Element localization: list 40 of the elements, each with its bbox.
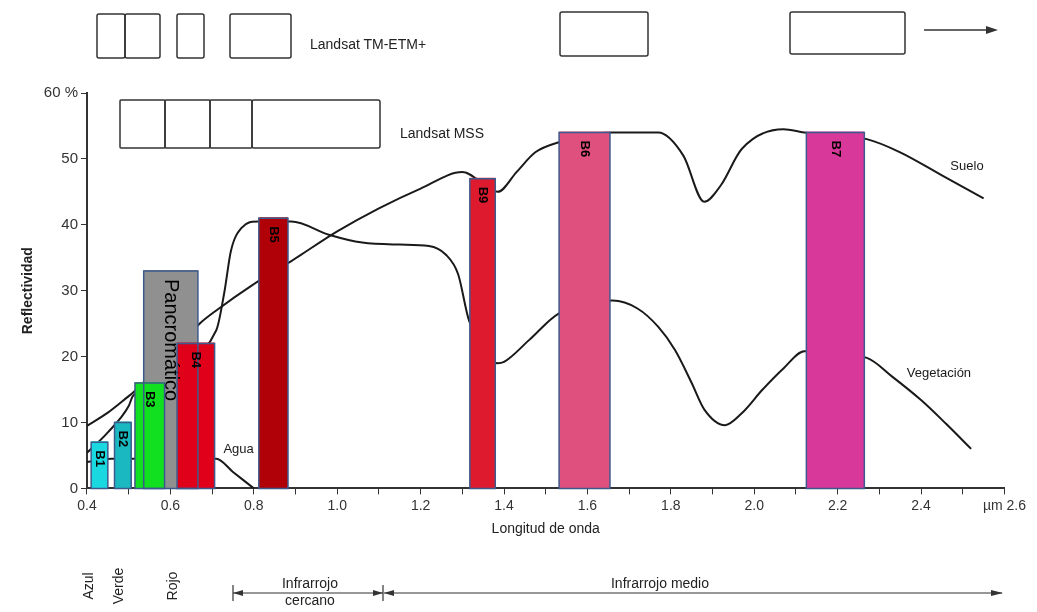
x-tick-label: 1.0 [327,496,348,513]
series-label: B7 [828,140,844,158]
series-label: Suelo [950,157,984,173]
x-tick-label: 0.6 [160,496,181,513]
y-axis-title: Reflectividad [19,247,36,335]
series-label: B4 [189,351,205,369]
y-tick-label: 20 [61,346,78,364]
y-tick-label: 0 [69,478,78,496]
text: Infrarrojo medio [610,575,710,592]
series-label: Pancromático [161,278,184,402]
x-tick-label: 1.6 [577,496,598,513]
series-label: B2 [116,430,132,448]
series-label: B3 [143,390,159,408]
series-label: B1 [92,450,108,467]
annotation: Landsat MSS [400,125,485,141]
x-tick-label: 0.8 [244,496,264,513]
series-label: B6 [577,140,593,158]
y-tick-label: 10 [61,412,78,430]
series-label: Vegetación [906,365,972,381]
y-tick-label: 50 [61,149,78,167]
x-tick-label: 0.4 [77,496,97,513]
text: Infrarrojo cercano [260,575,360,609]
text: Verde [110,567,126,605]
x-axis-title: Longitud de onda [491,520,601,537]
y-tick-label: 60 % [43,83,78,101]
y-tick-label: 30 [61,280,78,298]
y-tick-label: 40 [61,214,78,232]
x-tick-label: 1.8 [661,496,681,513]
x-tick-label: 2.0 [744,496,765,513]
series-label: Agua [223,441,255,457]
text: Rojo [164,571,180,601]
x-tick-label: 1.4 [494,496,514,513]
x-tick-label: 2.2 [827,496,848,513]
x-tick-label: 2.4 [911,496,931,513]
x-tick-label: 1.2 [410,496,431,513]
series-label: B9 [475,186,491,204]
x-tick-label: µm 2.6 [982,496,1027,513]
series-label: B5 [266,226,282,243]
text: Landsat TM-ETM+ [310,36,427,52]
text: Azul [80,572,96,600]
